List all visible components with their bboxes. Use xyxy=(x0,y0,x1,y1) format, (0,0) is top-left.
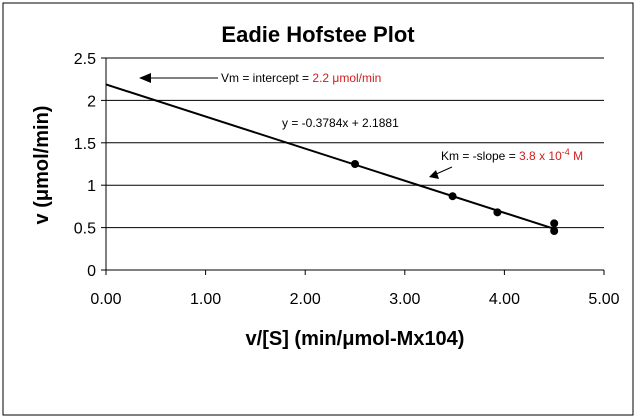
data-point xyxy=(351,160,359,168)
data-point xyxy=(448,192,457,201)
km-arrow-head xyxy=(429,170,439,179)
data-points xyxy=(351,160,559,235)
y-tick-label: 0.5 xyxy=(74,221,96,238)
x-tick-label: 0.00 xyxy=(90,291,121,308)
y-tick-label: 1 xyxy=(87,178,96,195)
trendline xyxy=(105,83,555,230)
km-annotation-unit: M xyxy=(570,149,583,163)
y-tick-label: 1.5 xyxy=(74,136,96,153)
chart-border xyxy=(2,2,634,416)
km-annotation-value: 3.8 x 10 xyxy=(519,149,562,163)
x-tick-label: 5.00 xyxy=(588,291,619,308)
data-point xyxy=(550,226,559,235)
data-point xyxy=(550,219,559,228)
vm-annotation-label: Vm = intercept = xyxy=(221,71,312,85)
x-tick-label: 2.00 xyxy=(290,291,321,308)
x-tick-label: 1.00 xyxy=(190,291,221,308)
y-axis-label: v (μmol/min) xyxy=(31,106,53,225)
vm-annotation: Vm = intercept = 2.2 μmol/min xyxy=(221,71,381,85)
km-annotation-exponent: -4 xyxy=(562,147,570,157)
vm-arrow-head xyxy=(139,73,151,83)
axes xyxy=(101,57,605,275)
y-tick-label: 2 xyxy=(87,93,96,110)
y-tick-label: 2.5 xyxy=(74,51,96,68)
vm-annotation-value: 2.2 μmol/min xyxy=(312,71,381,85)
x-axis-label: v/[S] (min/μmol-Mx104) xyxy=(246,328,465,350)
x-tick-label: 4.00 xyxy=(489,291,520,308)
y-tick-label: 0 xyxy=(87,263,96,280)
km-annotation: Km = -slope = 3.8 x 10-4 M xyxy=(441,147,583,163)
trendline-equation: y = -0.3784x + 2.1881 xyxy=(282,116,399,130)
trendline-group xyxy=(105,83,555,230)
chart-title: Eadie Hofstee Plot xyxy=(221,22,415,47)
grid xyxy=(106,57,604,229)
x-tick-label: 3.00 xyxy=(389,291,420,308)
tick-labels: 0 0.5 1 1.5 2 2.5 0.00 1.00 2.00 3.00 4.00 5.00 xyxy=(74,51,620,308)
km-annotation-label: Km = -slope = xyxy=(441,149,519,163)
data-point xyxy=(493,208,502,217)
